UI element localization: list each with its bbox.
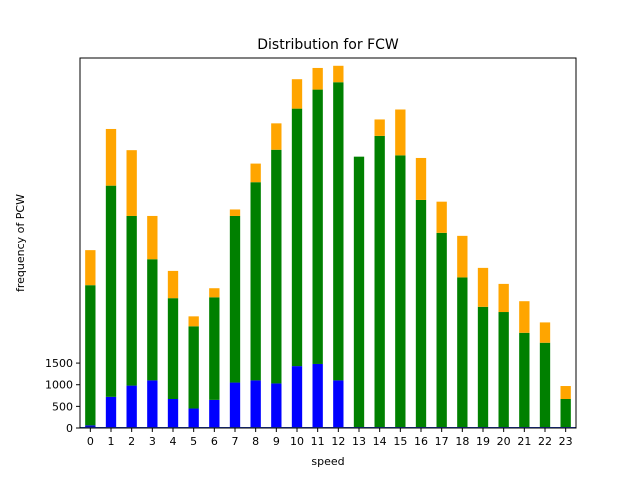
bar-green-4 xyxy=(167,298,179,400)
bar-orange-15 xyxy=(395,109,406,156)
x-tick-label-20: 20 xyxy=(497,435,511,448)
bar-orange-7 xyxy=(229,209,241,216)
bar-green-3 xyxy=(147,259,158,381)
y-tick-label-500: 500 xyxy=(52,400,73,413)
x-tick-label-11: 11 xyxy=(311,435,325,448)
bar-green-16 xyxy=(415,199,427,428)
x-tick-label-17: 17 xyxy=(435,435,449,448)
x-axis-ticks: 0 1 2 3 4 5 6 7 8 9 10 11 12 13 14 15 16 17 18 19 20 21 22 23 xyxy=(87,428,573,448)
bar-green-12 xyxy=(333,82,344,381)
x-tick-label-2: 2 xyxy=(128,435,135,448)
bar-orange-0 xyxy=(85,250,96,286)
bar-blue-10 xyxy=(291,366,303,428)
bar-orange-2 xyxy=(126,150,137,216)
bar-orange-12 xyxy=(333,65,344,83)
chart-title: Distribution for FCW xyxy=(257,37,399,53)
bar-orange-23 xyxy=(560,386,571,400)
bar-orange-18 xyxy=(457,235,468,278)
bar-green-1 xyxy=(105,185,117,397)
x-axis-label: speed xyxy=(311,455,344,468)
x-tick-label-1: 1 xyxy=(108,435,115,448)
x-tick-label-3: 3 xyxy=(149,435,156,448)
bar-green-15 xyxy=(395,155,406,429)
bar-blue-4 xyxy=(167,399,179,428)
bar-blue-11 xyxy=(312,363,323,428)
bar-orange-6 xyxy=(209,288,220,298)
bar-green-9 xyxy=(271,149,282,384)
bar-green-19 xyxy=(477,306,489,428)
x-tick-label-12: 12 xyxy=(331,435,345,448)
x-tick-label-10: 10 xyxy=(290,435,304,448)
bar-orange-17 xyxy=(436,201,447,233)
bar-blue-8 xyxy=(250,380,261,428)
bar-orange-21 xyxy=(519,301,530,333)
x-tick-label-22: 22 xyxy=(538,435,552,448)
bar-green-6 xyxy=(209,297,220,400)
plot-frame xyxy=(79,57,577,429)
bar-green-23 xyxy=(560,399,571,428)
bar-blue-12 xyxy=(333,380,344,428)
y-tick-label-0: 0 xyxy=(66,422,73,435)
bar-blue-3 xyxy=(147,380,158,428)
bar-blue-1 xyxy=(105,396,117,428)
x-tick-label-5: 5 xyxy=(190,435,197,448)
bar-orange-11 xyxy=(312,67,323,90)
x-tick-label-23: 23 xyxy=(559,435,573,448)
bar-orange-16 xyxy=(415,157,427,200)
bar-green-8 xyxy=(250,182,261,381)
bars-group xyxy=(80,65,576,429)
x-tick-label-16: 16 xyxy=(414,435,428,448)
bar-orange-8 xyxy=(250,163,261,183)
x-tick-label-7: 7 xyxy=(232,435,239,448)
x-tick-label-6: 6 xyxy=(211,435,218,448)
x-tick-label-14: 14 xyxy=(373,435,387,448)
bar-green-17 xyxy=(436,232,447,428)
bar-orange-14 xyxy=(374,119,385,136)
bar-orange-1 xyxy=(105,128,117,186)
y-axis-ticks: 0 500 1000 1500 xyxy=(45,357,80,435)
bar-orange-9 xyxy=(271,123,282,150)
bar-orange-10 xyxy=(291,79,303,109)
x-tick-label-19: 19 xyxy=(476,435,490,448)
bar-orange-22 xyxy=(539,322,551,343)
y-tick-label-1000: 1000 xyxy=(45,379,73,392)
x-tick-label-21: 21 xyxy=(517,435,531,448)
bar-orange-19 xyxy=(477,267,489,307)
bar-green-22 xyxy=(539,342,551,428)
y-axis-label: frequency of PCW xyxy=(14,194,27,292)
bar-green-0 xyxy=(85,285,96,426)
bar-green-20 xyxy=(498,312,509,428)
x-tick-label-4: 4 xyxy=(170,435,177,448)
bar-orange-4 xyxy=(167,270,179,299)
bar-blue-6 xyxy=(209,399,220,428)
bar-blue-2 xyxy=(126,385,137,428)
bar-green-21 xyxy=(519,332,530,428)
bar-green-7 xyxy=(229,215,241,383)
y-tick-label-1500: 1500 xyxy=(45,357,73,370)
bar-green-11 xyxy=(312,89,323,364)
bar-blue-5 xyxy=(188,408,199,428)
bar-green-18 xyxy=(457,277,468,428)
x-tick-label-13: 13 xyxy=(352,435,366,448)
bar-green-14 xyxy=(374,135,385,429)
bar-orange-5 xyxy=(188,316,199,327)
bar-blue-9 xyxy=(271,383,282,428)
x-tick-label-18: 18 xyxy=(455,435,469,448)
bar-orange-3 xyxy=(147,215,158,260)
x-tick-label-8: 8 xyxy=(252,435,259,448)
x-tick-label-0: 0 xyxy=(87,435,94,448)
bar-green-13 xyxy=(353,156,365,428)
x-tick-label-9: 9 xyxy=(273,435,280,448)
bar-green-10 xyxy=(291,108,303,367)
bar-orange-20 xyxy=(498,283,509,313)
bar-green-2 xyxy=(126,215,137,386)
bar-green-5 xyxy=(188,326,199,409)
bar-blue-7 xyxy=(229,382,241,428)
x-tick-label-15: 15 xyxy=(393,435,407,448)
